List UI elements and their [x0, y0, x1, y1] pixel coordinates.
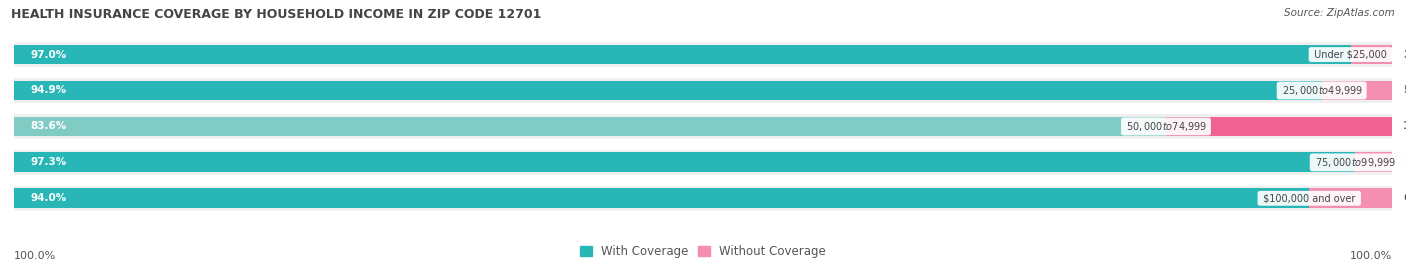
Text: Source: ZipAtlas.com: Source: ZipAtlas.com: [1284, 8, 1395, 18]
Text: 2.8%: 2.8%: [1405, 157, 1406, 167]
FancyBboxPatch shape: [14, 42, 1392, 67]
Text: $50,000 to $74,999: $50,000 to $74,999: [1123, 120, 1209, 133]
Text: HEALTH INSURANCE COVERAGE BY HOUSEHOLD INCOME IN ZIP CODE 12701: HEALTH INSURANCE COVERAGE BY HOUSEHOLD I…: [11, 8, 541, 21]
Bar: [14, 81, 1322, 100]
FancyBboxPatch shape: [14, 150, 1392, 175]
Text: 94.9%: 94.9%: [31, 86, 66, 95]
Bar: [1355, 153, 1393, 172]
Bar: [14, 188, 1309, 208]
Text: $75,000 to $99,999: $75,000 to $99,999: [1312, 156, 1398, 169]
FancyBboxPatch shape: [14, 78, 1392, 103]
Bar: [1166, 116, 1392, 136]
Text: 100.0%: 100.0%: [14, 251, 56, 261]
Text: Under $25,000: Under $25,000: [1312, 49, 1391, 59]
Text: 6.0%: 6.0%: [1403, 193, 1406, 203]
Bar: [1322, 81, 1392, 100]
Bar: [1309, 188, 1392, 208]
Legend: With Coverage, Without Coverage: With Coverage, Without Coverage: [575, 241, 831, 263]
Text: 100.0%: 100.0%: [1350, 251, 1392, 261]
Text: 16.4%: 16.4%: [1403, 121, 1406, 132]
Bar: [14, 153, 1355, 172]
Text: 97.3%: 97.3%: [31, 157, 67, 167]
Text: $100,000 and over: $100,000 and over: [1260, 193, 1358, 203]
Text: $25,000 to $49,999: $25,000 to $49,999: [1279, 84, 1364, 97]
Text: 94.0%: 94.0%: [31, 193, 67, 203]
Text: 83.6%: 83.6%: [31, 121, 67, 132]
Bar: [14, 116, 1166, 136]
Text: 3.0%: 3.0%: [1403, 49, 1406, 59]
Bar: [14, 45, 1351, 65]
FancyBboxPatch shape: [14, 114, 1392, 139]
Text: 97.0%: 97.0%: [31, 49, 67, 59]
Text: 5.1%: 5.1%: [1403, 86, 1406, 95]
Bar: [1351, 45, 1392, 65]
FancyBboxPatch shape: [14, 186, 1392, 211]
